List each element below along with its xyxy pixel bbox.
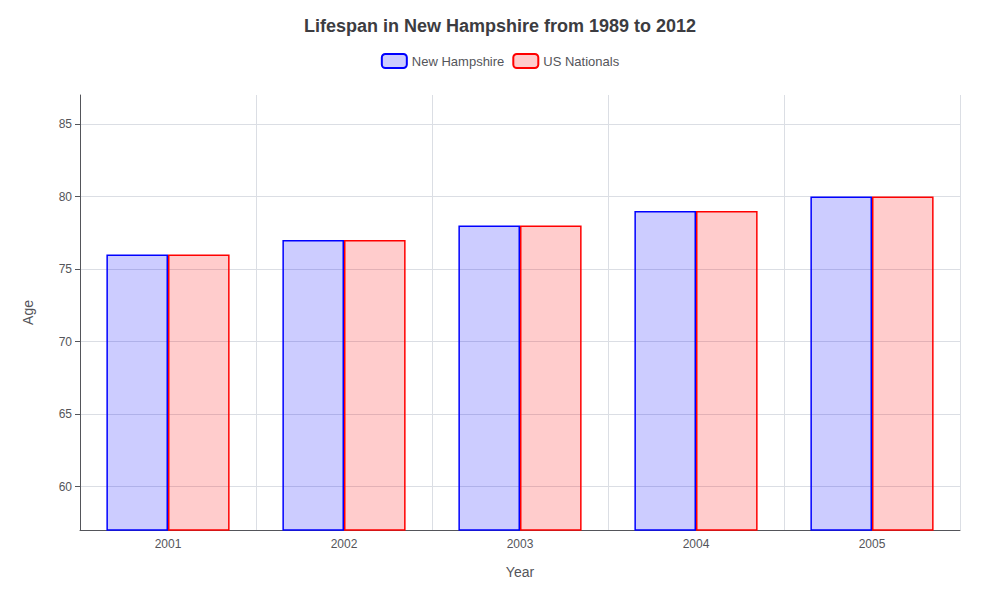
svg-text:70: 70 [59,335,73,349]
svg-text:2002: 2002 [331,537,358,551]
svg-text:2003: 2003 [507,537,534,551]
svg-text:Age: Age [20,300,36,325]
svg-text:2004: 2004 [683,537,710,551]
svg-text:85: 85 [59,117,73,131]
svg-text:2005: 2005 [859,537,886,551]
svg-text:65: 65 [59,407,73,421]
svg-text:60: 60 [59,480,73,494]
svg-text:75: 75 [59,262,73,276]
svg-text:Year: Year [506,564,535,580]
svg-text:Lifespan in New Hampshire from: Lifespan in New Hampshire from 1989 to 2… [304,16,696,36]
svg-text:80: 80 [59,190,73,204]
svg-text:US Nationals: US Nationals [543,54,619,69]
svg-text:New Hampshire: New Hampshire [412,54,504,69]
svg-text:2001: 2001 [155,537,182,551]
